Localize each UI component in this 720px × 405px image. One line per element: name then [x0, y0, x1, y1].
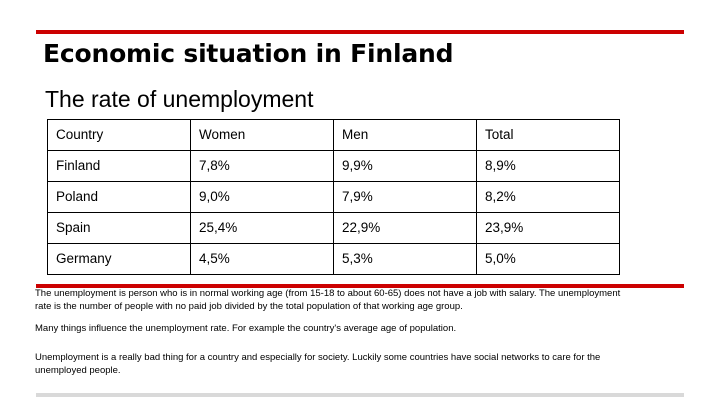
table-header-row: Country Women Men Total [47, 119, 620, 151]
slide-title: Economic situation in Finland [43, 39, 454, 68]
paragraph-definition: The unemployment is person who is in nor… [35, 288, 621, 312]
table-cell-women: 4,5% [190, 243, 334, 275]
paragraph-society: Unemployment is a really bad thing for a… [35, 352, 601, 376]
unemployment-table: Country Women Men Total Finland 7,8% 9,9… [47, 119, 620, 275]
paragraph-influences: Many things influence the unemployment r… [35, 323, 457, 334]
table-row: Poland 9,0% 7,9% 8,2% [47, 181, 620, 213]
table-cell-total: 5,0% [476, 243, 620, 275]
table-cell-total: 8,9% [476, 150, 620, 182]
table-cell-men: 5,3% [333, 243, 477, 275]
table-cell-country: Poland [47, 181, 191, 213]
top-accent-bar [36, 30, 684, 34]
table-cell-country: Germany [47, 243, 191, 275]
footer-bar [36, 393, 684, 397]
table-row: Spain 25,4% 22,9% 23,9% [47, 212, 620, 244]
header-total: Total [476, 119, 620, 151]
table-cell-total: 8,2% [476, 181, 620, 213]
table-cell-women: 7,8% [190, 150, 334, 182]
header-women: Women [190, 119, 334, 151]
table-cell-women: 25,4% [190, 212, 334, 244]
slide-subtitle: The rate of unemployment [45, 86, 314, 112]
header-men: Men [333, 119, 477, 151]
header-country: Country [47, 119, 191, 151]
table-cell-women: 9,0% [190, 181, 334, 213]
table-row: Finland 7,8% 9,9% 8,9% [47, 150, 620, 182]
table-cell-country: Finland [47, 150, 191, 182]
table-row: Germany 4,5% 5,3% 5,0% [47, 243, 620, 275]
table-cell-men: 9,9% [333, 150, 477, 182]
table-cell-men: 7,9% [333, 181, 477, 213]
table-cell-country: Spain [47, 212, 191, 244]
table-cell-men: 22,9% [333, 212, 477, 244]
middle-accent-bar [36, 284, 684, 288]
table-cell-total: 23,9% [476, 212, 620, 244]
